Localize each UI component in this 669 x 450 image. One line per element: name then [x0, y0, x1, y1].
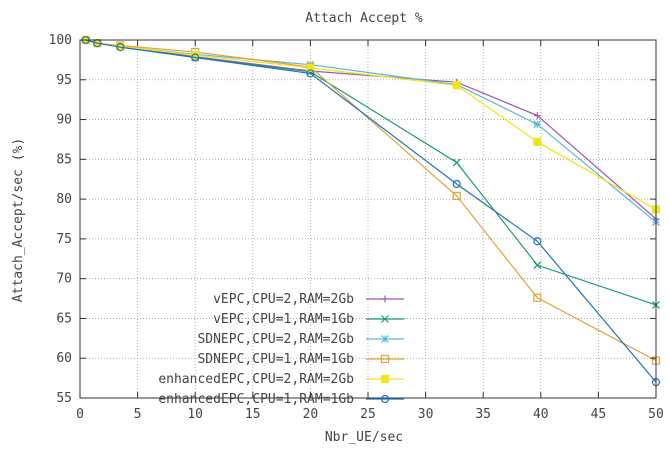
tick-labels: 55 60 65 70 75 80 85 90 95 100 0 5 10 15 20 25 30 35 40 45 5… — [49, 33, 664, 422]
y-axis-label: Attach_Accept/sec (%) — [11, 138, 26, 302]
x-tick-label: 35 — [475, 407, 491, 422]
series-enhancedEPC,CPU=2,RAM=2Gb — [81, 36, 660, 214]
data-point-marker — [381, 295, 389, 303]
y-tick-label: 55 — [56, 391, 72, 406]
data-point-marker — [452, 179, 461, 189]
x-tick-label: 15 — [245, 407, 261, 422]
legend-label: enhancedEPC,CPU=1,RAM=1Gb — [158, 392, 354, 407]
grid — [80, 40, 656, 398]
legend-entry: SDNEPC,CPU=1,RAM=1Gb — [197, 352, 404, 367]
data-point-marker — [191, 51, 200, 60]
series-vEPC,CPU=2,RAM=2Gb — [82, 36, 660, 223]
legend-entry: vEPC,CPU=1,RAM=1Gb — [213, 312, 404, 327]
x-axis-label: Nbr_UE/sec — [325, 430, 403, 445]
series-line — [85, 39, 657, 210]
data-point-marker — [306, 63, 315, 72]
plot-frame — [79, 39, 657, 399]
x-tick-label: 5 — [134, 407, 142, 422]
series-line — [85, 39, 657, 220]
y-tick-label: 95 — [56, 73, 72, 88]
data-point-marker — [452, 191, 461, 201]
y-tick-label: 60 — [56, 351, 72, 366]
x-tick-label: 40 — [533, 407, 549, 422]
series-SDNEPC,CPU=2,RAM=2Gb — [81, 36, 660, 227]
series-SDNEPC,CPU=1,RAM=1Gb — [81, 35, 661, 365]
data-point-marker — [381, 335, 389, 343]
plot-border — [79, 39, 657, 399]
x-tick-label: 0 — [76, 407, 84, 422]
series-group — [81, 35, 661, 387]
data-point-marker — [116, 43, 125, 52]
legend: vEPC,CPU=2,RAM=2Gb vEPC,CPU=1,RAM=1Gb SDNE… — [158, 292, 404, 407]
series-enhancedEPC,CPU=1,RAM=1Gb — [81, 35, 661, 387]
legend-label: vEPC,CPU=1,RAM=1Gb — [213, 312, 354, 327]
series-line — [85, 39, 657, 223]
legend-entry: vEPC,CPU=2,RAM=2Gb — [213, 292, 404, 307]
y-tick-label: 100 — [49, 33, 72, 48]
series-vEPC,CPU=1,RAM=1Gb — [81, 36, 660, 309]
y-tick-label: 75 — [56, 232, 72, 247]
legend-label: SDNEPC,CPU=1,RAM=1Gb — [197, 352, 354, 367]
x-tick-label: 20 — [303, 407, 319, 422]
data-point-marker — [533, 261, 542, 270]
data-point-marker — [381, 315, 389, 323]
legend-label: SDNEPC,CPU=2,RAM=2Gb — [197, 332, 354, 347]
legend-label: vEPC,CPU=2,RAM=2Gb — [213, 292, 354, 307]
x-tick-label: 45 — [591, 407, 607, 422]
legend-entry: SDNEPC,CPU=2,RAM=2Gb — [197, 332, 404, 347]
data-point-marker — [533, 120, 542, 129]
data-point-marker — [191, 53, 200, 62]
x-tick-label: 30 — [418, 407, 434, 422]
data-point-marker — [533, 293, 542, 302]
y-tick-label: 65 — [56, 311, 72, 326]
series-line — [85, 39, 657, 383]
series-line — [85, 39, 657, 306]
y-tick-label: 70 — [56, 272, 72, 287]
x-tick-label: 10 — [187, 407, 203, 422]
x-tick-label: 25 — [360, 407, 376, 422]
y-tick-label: 90 — [56, 113, 72, 128]
data-point-marker — [306, 69, 315, 78]
data-point-marker — [380, 354, 390, 364]
data-point-marker — [533, 237, 542, 246]
data-point-marker — [533, 112, 541, 120]
legend-entry: enhancedEPC,CPU=1,RAM=1Gb — [158, 392, 404, 407]
series-line — [85, 39, 657, 362]
y-tick-label: 80 — [56, 192, 72, 207]
y-tick-label: 85 — [56, 152, 72, 167]
legend-label: enhancedEPC,CPU=2,RAM=2Gb — [158, 372, 354, 387]
chart-title: Attach Accept % — [305, 11, 423, 26]
data-point-marker — [381, 375, 389, 383]
x-tick-label: 50 — [648, 407, 664, 422]
data-point-marker — [452, 81, 461, 90]
data-point-marker — [380, 394, 390, 404]
legend-entry: enhancedEPC,CPU=2,RAM=2Gb — [158, 372, 404, 387]
data-point-marker — [452, 158, 461, 167]
data-point-marker — [533, 137, 542, 146]
